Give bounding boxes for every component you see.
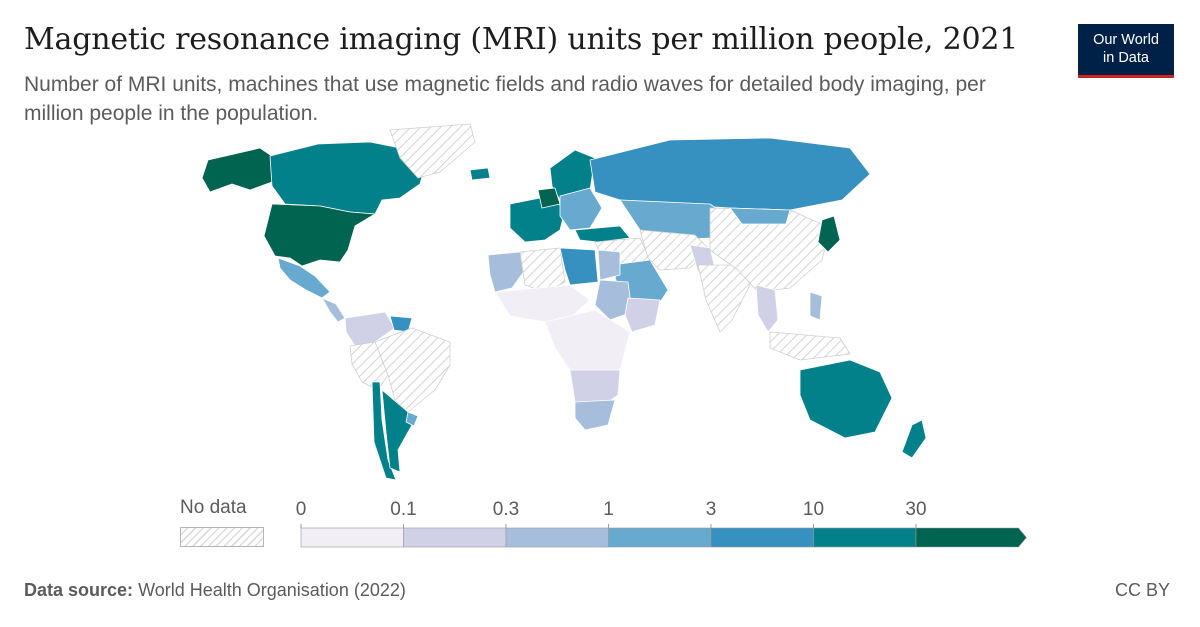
legend-threshold-label: 10 [803, 499, 824, 520]
legend-threshold-label: 0 [296, 499, 307, 520]
region-south-africa[interactable] [574, 399, 616, 431]
legend-bin-0[interactable] [300, 527, 404, 548]
region-sudan[interactable] [594, 279, 633, 321]
legend-threshold-label: 30 [905, 499, 926, 520]
region-morocco-mauritania[interactable] [487, 251, 526, 293]
region-russia[interactable] [589, 137, 871, 211]
data-source-value[interactable]: World Health Organisation (2022) [138, 580, 406, 600]
region-central-africa[interactable] [544, 309, 631, 379]
region-iran-afghanistan[interactable] [639, 229, 711, 271]
region-eastern-europe[interactable] [559, 187, 603, 231]
region-algeria[interactable] [519, 247, 566, 293]
legend-threshold-label: 3 [706, 499, 717, 520]
legend-bin-3[interactable] [608, 527, 712, 548]
region-mongolia[interactable] [729, 207, 791, 225]
region-new-zealand[interactable] [901, 419, 927, 459]
legend-threshold-label: 0.3 [493, 499, 519, 520]
logo-line-1: Our World [1093, 32, 1159, 48]
legend-bin-1[interactable] [403, 527, 507, 548]
chart-subtitle: Number of MRI units, machines that use m… [24, 73, 986, 125]
color-legend: 0 0.1 0.3 1 3 10 30 [296, 499, 1027, 548]
legend-bin-4[interactable] [710, 527, 814, 548]
data-source: Data source: World Health Organisation (… [24, 580, 406, 601]
region-china[interactable] [709, 207, 831, 293]
region-alaska[interactable] [201, 147, 279, 193]
region-libya[interactable] [559, 247, 599, 286]
region-southeast-asia[interactable] [755, 284, 779, 333]
owid-logo[interactable]: Our World in Data [1078, 24, 1174, 78]
legend-bin-5[interactable] [813, 527, 917, 548]
world-map [201, 123, 927, 481]
region-canada[interactable] [269, 141, 426, 215]
legend-no-data-swatch[interactable] [180, 527, 264, 547]
legend-no-data-label: No data [180, 497, 247, 518]
region-ethiopia-horn[interactable] [624, 297, 661, 333]
legend-bin-6[interactable] [915, 527, 1027, 548]
region-central-america[interactable] [321, 297, 346, 323]
region-indonesia[interactable] [769, 331, 851, 361]
region-philippines[interactable] [809, 291, 823, 321]
logo-line-2: in Data [1103, 50, 1149, 66]
region-greenland[interactable] [389, 123, 476, 179]
region-australia[interactable] [799, 359, 893, 439]
region-united-states[interactable] [263, 203, 376, 267]
chart-title: Magnetic resonance imaging (MRI) units p… [24, 22, 1019, 57]
legend-bin-2[interactable] [505, 527, 609, 548]
region-iceland[interactable] [469, 167, 491, 181]
region-egypt[interactable] [597, 249, 621, 281]
legend-threshold-label: 0.1 [390, 499, 416, 520]
license[interactable]: CC BY [1114, 580, 1170, 600]
data-source-label: Data source: [24, 580, 134, 600]
legend-threshold-label: 1 [603, 499, 614, 520]
region-chile[interactable] [371, 381, 397, 481]
region-uruguay[interactable] [405, 411, 419, 427]
region-japan[interactable] [817, 215, 841, 253]
